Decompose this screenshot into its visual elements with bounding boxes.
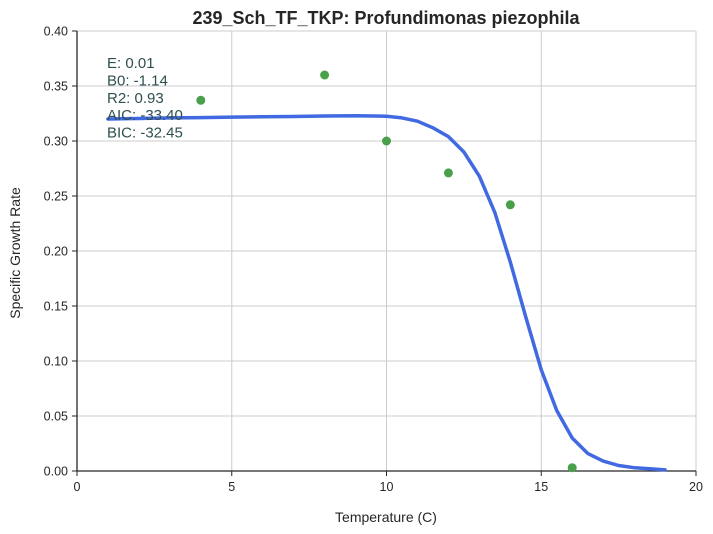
y-tick-label: 0.20 (44, 245, 68, 259)
x-tick-label: 5 (228, 480, 235, 494)
fit-statistic: E: 0.01 (107, 55, 155, 72)
observation-points (196, 70, 577, 473)
data-point (382, 136, 391, 146)
tick-labels: 0 5 10 15 20 0.00 0.05 0.10 0.15 0.20 0.25 0.30 0.35… (44, 25, 703, 495)
data-point (567, 463, 577, 473)
y-tick-label: 0.40 (44, 25, 68, 39)
fit-statistic: B0: -1.14 (107, 72, 168, 89)
fit-statistic: AIC: -33.40 (107, 107, 183, 124)
fit-statistic: R2: 0.93 (107, 90, 164, 107)
data-point (443, 168, 453, 178)
fitted-curve (106, 113, 667, 472)
y-axis-label: Specific Growth Rate (7, 187, 23, 319)
x-tick-label: 0 (74, 480, 81, 494)
y-tick-label: 0.25 (44, 190, 68, 204)
data-point (320, 70, 330, 80)
x-tick-label: 15 (534, 480, 548, 494)
fitted-curve-layer (106, 113, 667, 472)
grid (76, 30, 697, 472)
y-tick-label: 0.15 (44, 300, 68, 314)
data-point (505, 200, 515, 210)
y-tick-label: 0.30 (44, 135, 68, 149)
y-tick-label: 0.35 (44, 80, 68, 94)
x-tick-label: 10 (380, 480, 394, 494)
y-tick-label: 0.00 (44, 465, 68, 479)
x-axis-label: Temperature (C) (335, 509, 437, 525)
y-tick-label: 0.05 (44, 410, 68, 424)
y-tick-label: 0.10 (44, 355, 68, 369)
data-point (196, 95, 206, 105)
axes (72, 30, 697, 476)
x-tick-label: 20 (689, 480, 703, 494)
fit-statistic: BIC: -32.45 (107, 125, 183, 142)
chart-title: 239_Sch_TF_TKP: Profundimonas piezophila (192, 8, 580, 28)
